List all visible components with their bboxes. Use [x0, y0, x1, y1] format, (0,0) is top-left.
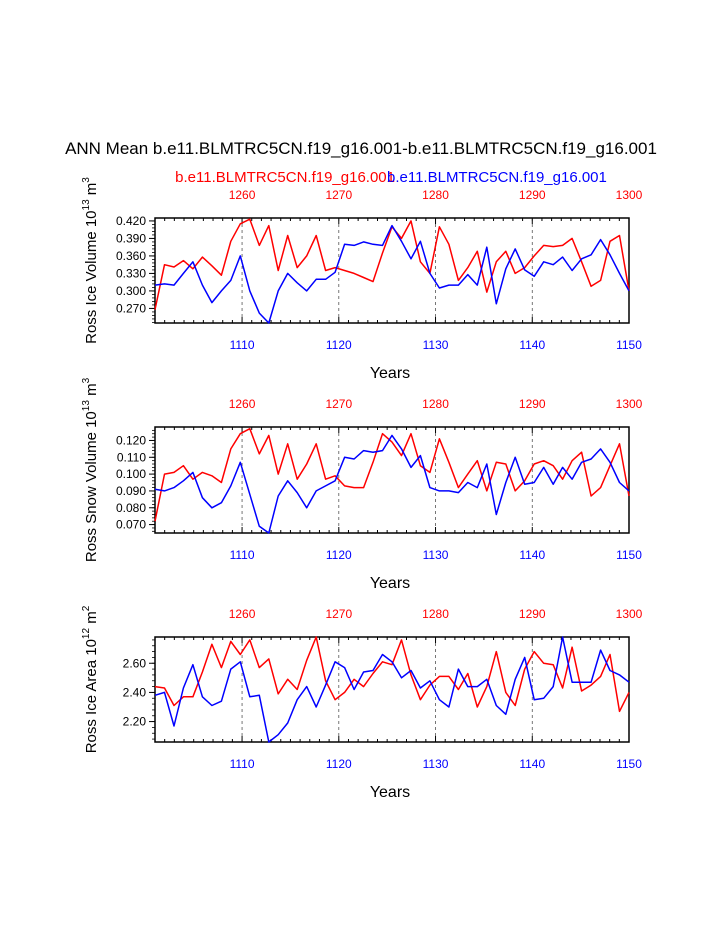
x-tick-label-top: 1270: [325, 188, 352, 202]
x-tick-label-top: 1300: [616, 397, 643, 411]
x-tick-label-bottom: 1120: [326, 338, 352, 352]
y-axis-title-exp: 13: [81, 400, 92, 412]
x-axis-title: Years: [370, 575, 410, 592]
series-line-blue: [154, 434, 630, 534]
y-axis-title-unit-exp: 2: [81, 605, 92, 611]
y-tick-label: 0.360: [116, 249, 146, 263]
y-axis-title: Ross Ice Volume 1013 m3: [81, 177, 100, 344]
x-tick-label-top: 1290: [519, 188, 546, 202]
x-tick-label-top: 1290: [519, 397, 546, 411]
x-tick-label-bottom: 1140: [519, 338, 545, 352]
x-tick-label-top: 1290: [519, 607, 546, 621]
y-tick-label: 0.090: [116, 484, 146, 498]
x-tick-label-bottom: 1150: [616, 757, 642, 771]
y-axis-title-unit: m: [83, 183, 100, 200]
x-tick-label-top: 1260: [229, 188, 256, 202]
x-tick-label-bottom: 1140: [519, 757, 545, 771]
y-axis-title: Ross Ice Area 1012 m2: [81, 605, 100, 753]
case-label-red: b.e11.BLMTRC5CN.f19_g16.001: [175, 169, 395, 186]
y-axis-title-main: Ross Ice Area 10: [83, 639, 100, 753]
series-line-red: [154, 427, 630, 522]
case-label-blue: b.e11.BLMTRC5CN.f19_g16.001: [387, 169, 607, 186]
y-tick-label: 0.100: [116, 467, 146, 481]
x-tick-label-bottom: 1150: [616, 548, 642, 562]
y-axis-title-main: Ross Snow Volume 10: [83, 411, 100, 562]
plot-frame: [154, 217, 630, 324]
series-line-red: [154, 636, 630, 713]
x-tick-label-top: 1300: [616, 188, 643, 202]
x-tick-label-top: 1270: [325, 397, 352, 411]
x-tick-label-bottom: 1110: [230, 338, 255, 352]
y-tick-label: 0.080: [116, 501, 146, 515]
y-tick-label: 0.110: [117, 450, 146, 464]
x-tick-label-top: 1260: [229, 607, 256, 621]
y-axis-title: Ross Snow Volume 1013 m3: [81, 377, 100, 562]
x-tick-label-bottom: 1140: [519, 548, 545, 562]
x-tick-label-top: 1280: [422, 607, 449, 621]
x-tick-label-bottom: 1130: [423, 548, 449, 562]
y-axis-title-exp: 13: [81, 199, 92, 211]
x-tick-label-bottom: 1120: [326, 548, 352, 562]
y-axis-title-unit: m: [83, 611, 100, 628]
y-tick-label: 0.120: [116, 433, 146, 447]
x-axis-title: Years: [370, 784, 410, 801]
y-axis-title-unit-exp: 3: [81, 177, 92, 183]
panel-3: 1110 1120 1130 1140 1150 1260 1270 1280 1290 1300…: [81, 605, 643, 801]
panel-2: 1110 1120 1130 1140 1150 1260 1270 1280 1290 1300…: [81, 377, 643, 592]
x-tick-label-top: 1270: [325, 607, 352, 621]
y-axis-title-unit: m: [83, 383, 100, 400]
series-line-blue: [154, 636, 630, 743]
y-tick-label: 2.60: [123, 656, 147, 670]
plot-frame: [154, 426, 630, 534]
figure-title: ANN Mean b.e11.BLMTRC5CN.f19_g16.001-b.e…: [65, 139, 657, 158]
x-tick-label-bottom: 1110: [230, 548, 255, 562]
x-tick-label-top: 1260: [229, 397, 256, 411]
x-tick-label-top: 1300: [616, 607, 643, 621]
x-tick-label-bottom: 1130: [423, 338, 449, 352]
x-tick-label-bottom: 1110: [230, 757, 255, 771]
y-tick-label: 0.330: [116, 266, 146, 280]
x-tick-label-bottom: 1120: [326, 757, 352, 771]
panel-1: 1110 1120 1130 1140 1150 1260 1270 1280 1290 1300…: [81, 177, 643, 382]
x-axis-title: Years: [370, 365, 410, 382]
y-axis-title-main: Ross Ice Volume 10: [83, 210, 100, 343]
x-tick-label-top: 1280: [422, 397, 449, 411]
y-tick-label: 2.40: [123, 685, 147, 699]
x-tick-label-top: 1280: [422, 188, 449, 202]
y-axis-title-exp: 12: [81, 628, 92, 640]
y-tick-label: 0.420: [116, 214, 146, 228]
y-tick-label: 0.300: [116, 284, 146, 298]
x-tick-label-bottom: 1130: [423, 757, 449, 771]
plot-frame: [154, 636, 630, 743]
y-tick-label: 0.270: [116, 301, 146, 315]
series-line-red: [154, 218, 630, 310]
y-tick-label: 0.070: [116, 518, 146, 532]
y-tick-label: 0.390: [116, 231, 146, 245]
series-line-blue: [154, 224, 630, 324]
y-axis-title-unit-exp: 3: [81, 377, 92, 383]
x-tick-label-bottom: 1150: [616, 338, 642, 352]
y-tick-label: 2.20: [123, 715, 147, 729]
